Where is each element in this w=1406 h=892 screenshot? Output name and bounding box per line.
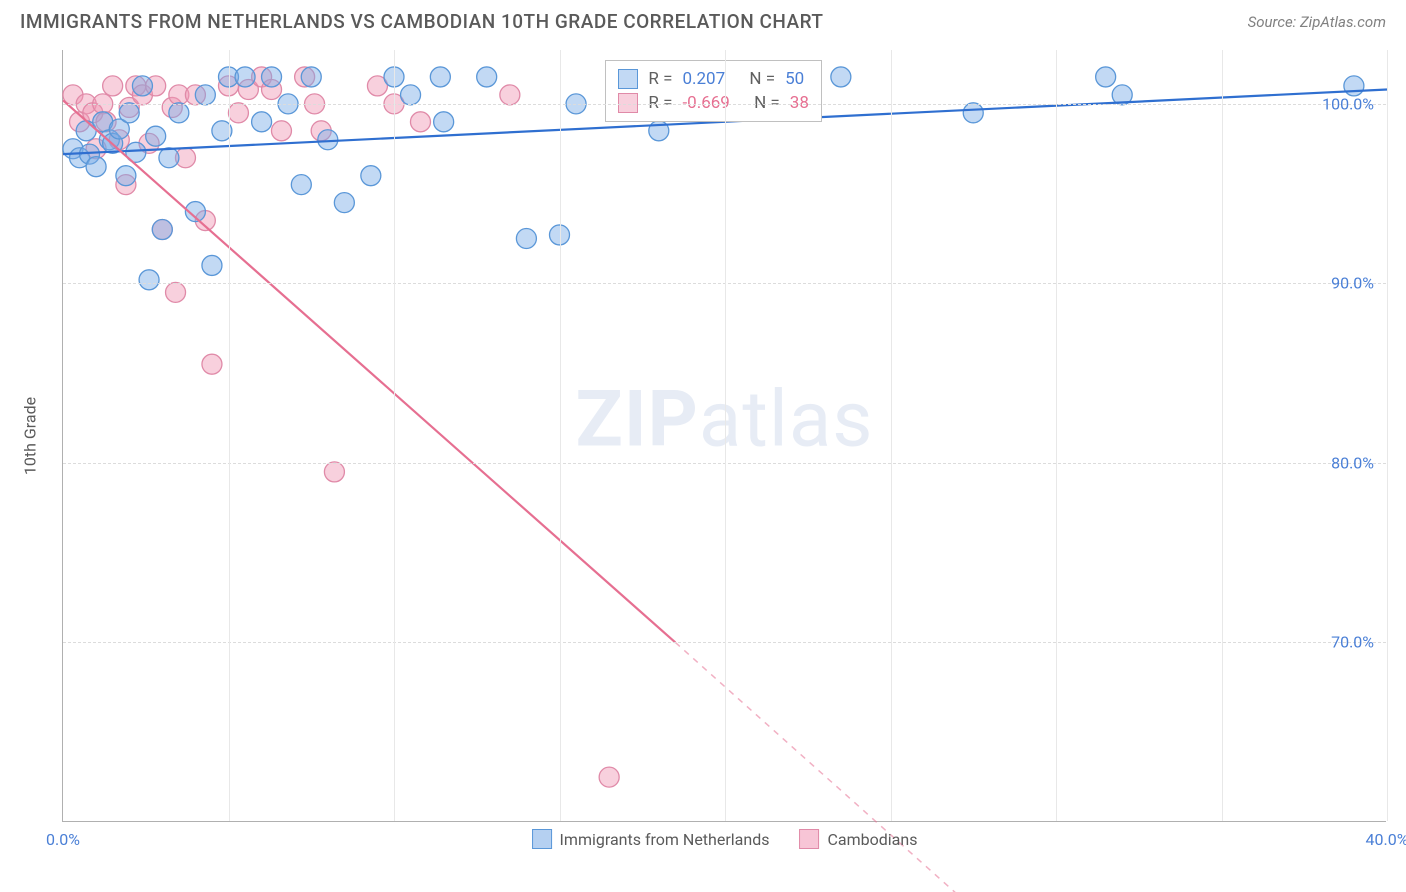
scatter-point xyxy=(599,767,619,787)
scatter-point xyxy=(430,67,450,87)
legend-item-pink: Cambodians xyxy=(799,829,917,849)
legend-label-blue: Immigrants from Netherlands xyxy=(560,830,770,849)
scatter-point xyxy=(401,85,421,105)
plot-area: ZIPatlas R = 0.207 N = 50 R = -0.669 N =… xyxy=(62,50,1386,822)
scatter-point xyxy=(963,103,983,123)
scatter-point xyxy=(271,121,291,141)
source-label: Source: ZipAtlas.com xyxy=(1248,13,1386,31)
scatter-point xyxy=(139,270,159,290)
y-tick-label: 90.0% xyxy=(1331,274,1374,293)
grid-line-v xyxy=(1387,50,1388,821)
scatter-point xyxy=(132,76,152,96)
scatter-point xyxy=(159,148,179,168)
scatter-point xyxy=(1096,67,1116,87)
title-bar: IMMIGRANTS FROM NETHERLANDS VS CAMBODIAN… xyxy=(0,0,1406,39)
grid-line-v xyxy=(560,50,561,821)
scatter-point xyxy=(477,67,497,87)
x-tick-label: 40.0% xyxy=(1366,830,1406,849)
legend-item-blue: Immigrants from Netherlands xyxy=(532,829,770,849)
legend-stats-row-blue: R = 0.207 N = 50 xyxy=(618,67,808,91)
grid-line-v xyxy=(891,50,892,821)
scatter-point xyxy=(202,255,222,275)
scatter-point xyxy=(195,85,215,105)
legend-stats-box: R = 0.207 N = 50 R = -0.669 N = 38 xyxy=(605,60,821,122)
legend-swatch-pink xyxy=(799,829,819,849)
legend-swatch-blue xyxy=(532,829,552,849)
y-tick-label: 80.0% xyxy=(1331,453,1374,472)
scatter-point xyxy=(831,67,851,87)
y-tick-label: 70.0% xyxy=(1331,633,1374,652)
scatter-point xyxy=(166,282,186,302)
legend-label-pink: Cambodians xyxy=(827,830,917,849)
scatter-point xyxy=(116,166,136,186)
grid-line-v xyxy=(1056,50,1057,821)
scatter-point xyxy=(500,85,520,105)
y-axis-title: 10th Grade xyxy=(21,397,40,475)
scatter-point xyxy=(410,112,430,132)
scatter-point xyxy=(291,175,311,195)
grid-line-v xyxy=(725,50,726,821)
legend-bottom: Immigrants from Netherlands Cambodians xyxy=(532,829,918,849)
scatter-point xyxy=(262,67,282,87)
stat-N-label: N = xyxy=(749,69,775,89)
scatter-point xyxy=(146,126,166,146)
scatter-point xyxy=(152,220,172,240)
scatter-point xyxy=(1344,76,1364,96)
scatter-point xyxy=(119,103,139,123)
scatter-point xyxy=(252,112,272,132)
scatter-point xyxy=(516,229,536,249)
scatter-point xyxy=(169,103,189,123)
scatter-point xyxy=(103,76,123,96)
grid-line-v xyxy=(1222,50,1223,821)
swatch-blue xyxy=(618,69,638,89)
x-tick-label: 0.0% xyxy=(46,830,80,849)
stat-R-blue: 0.207 xyxy=(682,69,725,89)
chart-title: IMMIGRANTS FROM NETHERLANDS VS CAMBODIAN… xyxy=(20,10,824,33)
scatter-point xyxy=(334,193,354,213)
stat-N-blue: 50 xyxy=(785,69,804,89)
scatter-point xyxy=(228,103,248,123)
grid-line-v xyxy=(394,50,395,821)
scatter-point xyxy=(324,462,344,482)
scatter-point xyxy=(434,112,454,132)
trend-line-pink-dashed xyxy=(675,642,956,892)
y-tick-label: 100.0% xyxy=(1322,94,1374,113)
scatter-point xyxy=(202,354,222,374)
scatter-point xyxy=(361,166,381,186)
scatter-point xyxy=(301,67,321,87)
scatter-point xyxy=(86,157,106,177)
grid-line-v xyxy=(229,50,230,821)
scatter-point xyxy=(235,67,255,87)
stat-R-label: R = xyxy=(648,69,672,89)
